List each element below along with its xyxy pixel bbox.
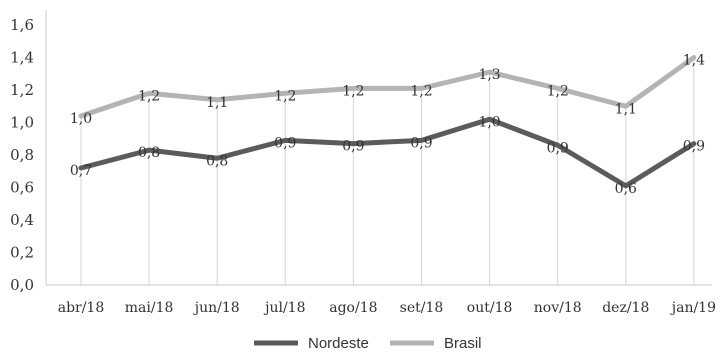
y-tick-label: 0,0 [10,276,34,294]
x-tick-label: ago/18 [329,300,377,316]
x-tick-label: dez/18 [602,300,649,316]
data-label-nordeste: 0,8 [206,153,228,169]
data-label-brasil: 1,2 [410,83,432,99]
x-tick-label: nov/18 [534,300,582,316]
x-tick-label: mai/18 [125,300,174,316]
series-line-brasil [78,55,697,119]
data-label-brasil: 1,2 [138,88,160,104]
y-tick-label: 1,4 [10,49,34,67]
data-label-brasil: 1,2 [274,88,296,104]
x-tick-label: out/18 [467,300,513,316]
data-label-nordeste: 0,9 [274,135,296,151]
data-label-brasil: 1,3 [478,67,500,83]
x-tick-label: set/18 [400,300,444,316]
data-label-brasil: 1,1 [615,101,637,117]
y-tick-label: 0,8 [10,146,34,164]
x-tick-label: jun/18 [193,300,240,316]
data-label-nordeste: 0,9 [410,135,432,151]
data-label-brasil: 1,1 [206,95,228,111]
legend-label-brasil: Brasil [444,335,482,352]
data-label-nordeste: 0,6 [615,181,637,197]
data-label-brasil: 1,0 [70,111,92,127]
series-line-nordeste [78,116,697,189]
data-label-brasil: 1,2 [342,83,364,99]
y-tick-label: 1,0 [10,114,34,132]
y-tick-label: 1,2 [10,81,34,99]
y-tick-label: 0,4 [10,211,34,229]
data-label-nordeste: 1,0 [478,114,500,130]
y-tick-label: 0,6 [10,179,34,197]
x-tick-label: jul/18 [263,300,305,316]
x-tick-label: abr/18 [58,300,105,316]
data-label-nordeste: 0,7 [70,163,92,179]
data-label-nordeste: 0,9 [547,140,569,156]
data-label-brasil: 1,2 [547,83,569,99]
x-tick-label: jan/19 [670,300,716,316]
y-tick-label: 1,6 [10,16,34,34]
data-label-nordeste: 0,8 [138,145,160,161]
legend-label-nordeste: Nordeste [308,335,369,352]
data-label-nordeste: 0,9 [683,139,705,155]
data-label-brasil: 1,4 [683,53,705,69]
y-tick-label: 0,2 [10,244,34,262]
data-label-nordeste: 0,9 [342,139,364,155]
